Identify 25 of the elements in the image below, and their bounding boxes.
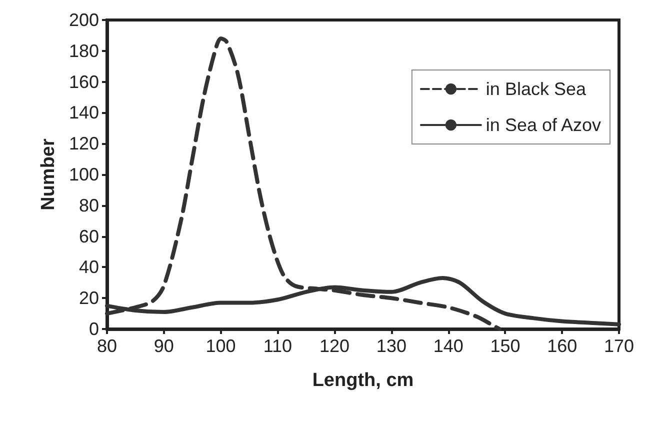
x-tick-label: 90 <box>154 336 174 356</box>
x-tick-label: 120 <box>320 336 350 356</box>
y-tick-label: 80 <box>78 195 99 216</box>
y-axis-title: Number <box>38 138 60 210</box>
x-tick-label: 100 <box>206 336 236 356</box>
y-tick-label: 20 <box>78 288 99 308</box>
legend-label: in Black Sea <box>486 79 587 99</box>
x-tick-label: 80 <box>96 336 118 356</box>
x-tick-label: 110 <box>263 336 292 356</box>
y-tick-label: 140 <box>68 102 99 123</box>
y-tick-label: 120 <box>68 134 99 154</box>
x-tick-label: 150 <box>490 336 520 356</box>
x-tick-label: 170 <box>604 336 634 356</box>
x-tick-label: 130 <box>376 336 406 356</box>
y-tick-label: 180 <box>68 40 99 61</box>
y-tick-label: 100 <box>68 164 99 184</box>
y-tick-label: 40 <box>78 257 99 278</box>
legend-label: in Sea of Azov <box>486 115 602 135</box>
y-tick-label: 60 <box>78 226 99 246</box>
x-tick-label: 160 <box>547 336 578 356</box>
y-tick-label: 200 <box>68 10 99 30</box>
x-tick-label: 140 <box>433 336 464 356</box>
x-axis-title: Length, cm <box>312 370 414 391</box>
y-tick-label: 160 <box>68 72 99 92</box>
y-tick-label: 0 <box>88 319 99 339</box>
